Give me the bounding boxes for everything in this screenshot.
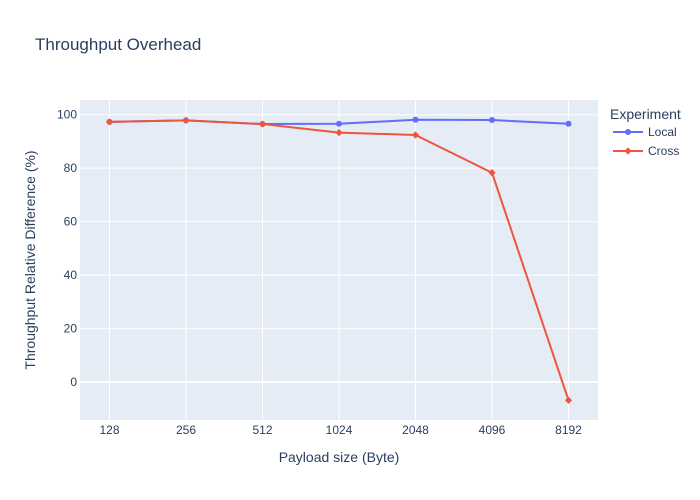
data-point-cross — [105, 118, 114, 126]
y-tick-label: 0 — [70, 375, 77, 389]
y-tick-label: 60 — [64, 215, 78, 229]
grid-layer — [80, 100, 598, 420]
series-cross — [105, 116, 573, 404]
x-tick-label: 512 — [252, 423, 272, 437]
series-layer — [105, 116, 573, 404]
legend-items: Local Cross — [613, 125, 679, 158]
data-point-local — [336, 120, 342, 127]
legend-swatch-marker — [624, 147, 632, 155]
data-point-cross — [564, 396, 573, 404]
legend: Experiment Local Cross — [610, 106, 681, 158]
y-axis-title: Throughput Relative Difference (%) — [22, 150, 38, 369]
axis-layer: 128 256 512 1024 2048 4096 8192 0 20 40 60 80 100 — [57, 108, 582, 437]
y-tick-label: 100 — [57, 108, 77, 122]
x-tick-label: 8192 — [555, 423, 582, 437]
y-tick-label: 20 — [64, 322, 78, 336]
legend-item-local[interactable]: Local — [613, 125, 677, 139]
data-point-cross — [488, 169, 496, 177]
x-tick-label: 128 — [99, 423, 119, 437]
data-point-cross — [411, 131, 420, 139]
x-tick-label: 4096 — [479, 423, 506, 437]
data-point-local — [565, 120, 572, 127]
legend-label: Local — [648, 125, 677, 139]
legend-label: Cross — [648, 144, 679, 158]
x-axis-title: Payload size (Byte) — [279, 449, 400, 465]
x-tick-label: 256 — [176, 423, 196, 437]
y-tick-label: 80 — [64, 161, 78, 175]
data-point-local — [412, 116, 419, 123]
legend-title: Experiment — [610, 106, 681, 122]
data-point-cross — [258, 120, 267, 128]
data-point-cross — [335, 129, 343, 137]
y-tick-label: 40 — [64, 268, 78, 282]
legend-swatch-marker — [625, 129, 631, 135]
x-tick-label: 2048 — [402, 423, 429, 437]
data-point-local — [489, 117, 495, 124]
legend-item-cross[interactable]: Cross — [613, 144, 679, 158]
chart-title: Throughput Overhead — [35, 35, 201, 54]
data-point-cross — [182, 116, 190, 124]
x-tick-label: 1024 — [326, 423, 353, 437]
